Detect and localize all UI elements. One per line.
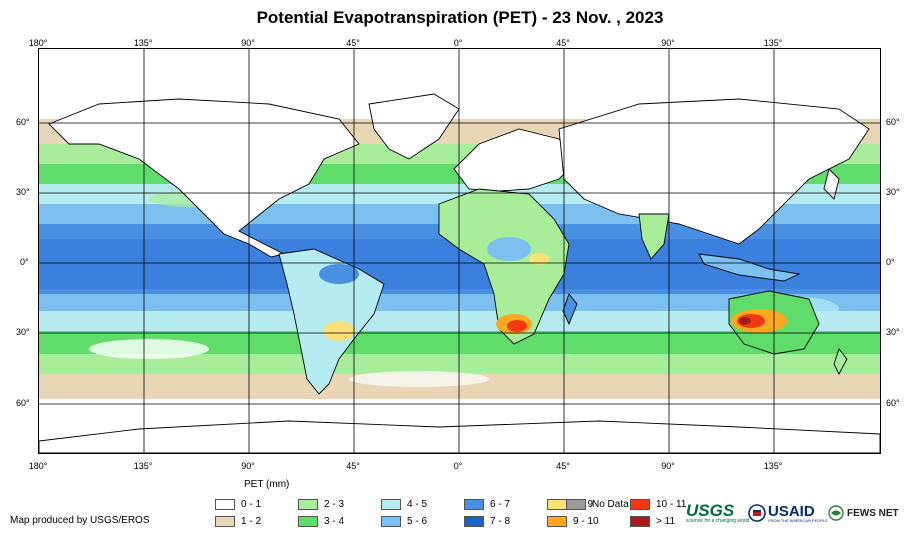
lon-label-135w: 135° xyxy=(133,461,153,471)
pet-map xyxy=(38,48,881,454)
usaid-logo: USAID FROM THE AMERICAN PEOPLE xyxy=(748,498,828,528)
fewsnet-logo: FEWS NET xyxy=(828,498,899,528)
legend-label: 6 - 7 xyxy=(490,499,511,510)
legend-label: 10 - 11 xyxy=(656,499,687,510)
land-south-america xyxy=(278,248,385,395)
usgs-tagline: science for a changing world xyxy=(686,518,750,524)
legend-label: 4 - 5 xyxy=(407,499,428,510)
legend-label: 1 - 2 xyxy=(241,516,262,527)
land-africa xyxy=(438,188,570,345)
lon-label-0: 0° xyxy=(453,461,463,471)
lat-label-0: 0° xyxy=(886,257,895,267)
land-madagascar xyxy=(562,293,578,326)
usgs-logo: USGS science for a changing world xyxy=(686,498,749,528)
lon-label-45e: 45° xyxy=(556,461,570,471)
land-new-zealand xyxy=(833,348,848,375)
legend-item: No Data xyxy=(566,498,629,511)
usaid-seal-icon xyxy=(748,504,766,522)
land-greenland xyxy=(368,93,460,160)
legend-item: 2 - 3 xyxy=(298,498,344,511)
lat-label-60s: 60° xyxy=(16,398,30,408)
legend-swatch xyxy=(547,516,567,527)
legend-label: 5 - 6 xyxy=(407,516,428,527)
lon-label-45e: 45° xyxy=(556,38,570,48)
high-pet-hotspots xyxy=(319,237,787,341)
legend-label: 3 - 4 xyxy=(324,516,345,527)
lon-label-90e: 90° xyxy=(661,461,675,471)
legend-item: 5 - 6 xyxy=(381,515,427,528)
land-north-america xyxy=(48,98,360,258)
lon-label-45w: 45° xyxy=(346,461,360,471)
legend-item: 4 - 5 xyxy=(381,498,427,511)
legend-item: > 11 xyxy=(630,515,675,528)
lon-label-0: 0° xyxy=(453,38,463,48)
legend-item: 10 - 11 xyxy=(630,498,686,511)
lon-label-90w: 90° xyxy=(241,38,255,48)
map-title: Potential Evapotranspiration (PET) - 23 … xyxy=(256,8,664,27)
legend-item: 1 - 2 xyxy=(215,515,261,528)
land-masses xyxy=(39,93,880,453)
lat-label-30s: 30° xyxy=(886,327,900,337)
legend-item: 9 - 10 xyxy=(547,515,599,528)
pet-map-canvas xyxy=(39,49,880,453)
legend-swatch xyxy=(215,516,235,527)
usgs-logo-text: USGS xyxy=(686,501,735,520)
legend-swatch xyxy=(298,499,318,510)
legend-title: PET (mm) xyxy=(244,479,290,490)
graticule xyxy=(39,49,880,453)
legend-swatch xyxy=(464,499,484,510)
lon-label-45w: 45° xyxy=(346,38,360,48)
legend-label: 2 - 3 xyxy=(324,499,345,510)
legend-label: 7 - 8 xyxy=(490,516,511,527)
lat-label-60s: 60° xyxy=(886,398,900,408)
lon-label-135e: 135° xyxy=(763,38,783,48)
lon-label-90w: 90° xyxy=(241,461,255,471)
lon-label-135e: 135° xyxy=(763,461,783,471)
legend-swatch xyxy=(464,516,484,527)
legend-swatch xyxy=(630,499,650,510)
lat-label-30n: 30° xyxy=(16,187,30,197)
legend-swatch xyxy=(630,516,650,527)
legend-swatch xyxy=(381,499,401,510)
legend-swatch xyxy=(215,499,235,510)
lat-label-30s: 30° xyxy=(16,327,30,337)
lon-label-180w: 180° xyxy=(28,38,48,48)
lat-label-30n: 30° xyxy=(886,187,900,197)
legend-swatch xyxy=(381,516,401,527)
fewsnet-globe-icon xyxy=(828,505,844,521)
legend-item: 7 - 8 xyxy=(464,515,510,528)
legend-item: 0 - 1 xyxy=(215,498,261,511)
land-japan xyxy=(823,168,840,200)
lat-label-60n: 60° xyxy=(16,117,30,127)
usaid-logo-text: USAID xyxy=(768,502,815,520)
fewsnet-logo-text: FEWS NET xyxy=(847,507,899,519)
lat-label-0: 0° xyxy=(20,257,29,267)
lat-label-60n: 60° xyxy=(886,117,900,127)
legend-label: > 11 xyxy=(656,516,675,527)
lon-label-135w: 135° xyxy=(133,38,153,48)
lon-label-90e: 90° xyxy=(661,38,675,48)
legend-label: 9 - 10 xyxy=(573,516,599,527)
legend-item: 3 - 4 xyxy=(298,515,344,528)
legend-swatch xyxy=(566,499,586,510)
legend-swatch xyxy=(547,499,567,510)
map-credit: Map produced by USGS/EROS xyxy=(10,515,150,526)
legend-swatch xyxy=(298,516,318,527)
legend-label: 0 - 1 xyxy=(241,499,262,510)
lon-label-180w: 180° xyxy=(28,461,48,471)
usaid-tagline: FROM THE AMERICAN PEOPLE xyxy=(768,517,828,523)
land-india xyxy=(638,213,670,260)
legend-item: 6 - 7 xyxy=(464,498,510,511)
legend-label: No Data xyxy=(592,499,629,510)
land-asia xyxy=(558,98,870,245)
